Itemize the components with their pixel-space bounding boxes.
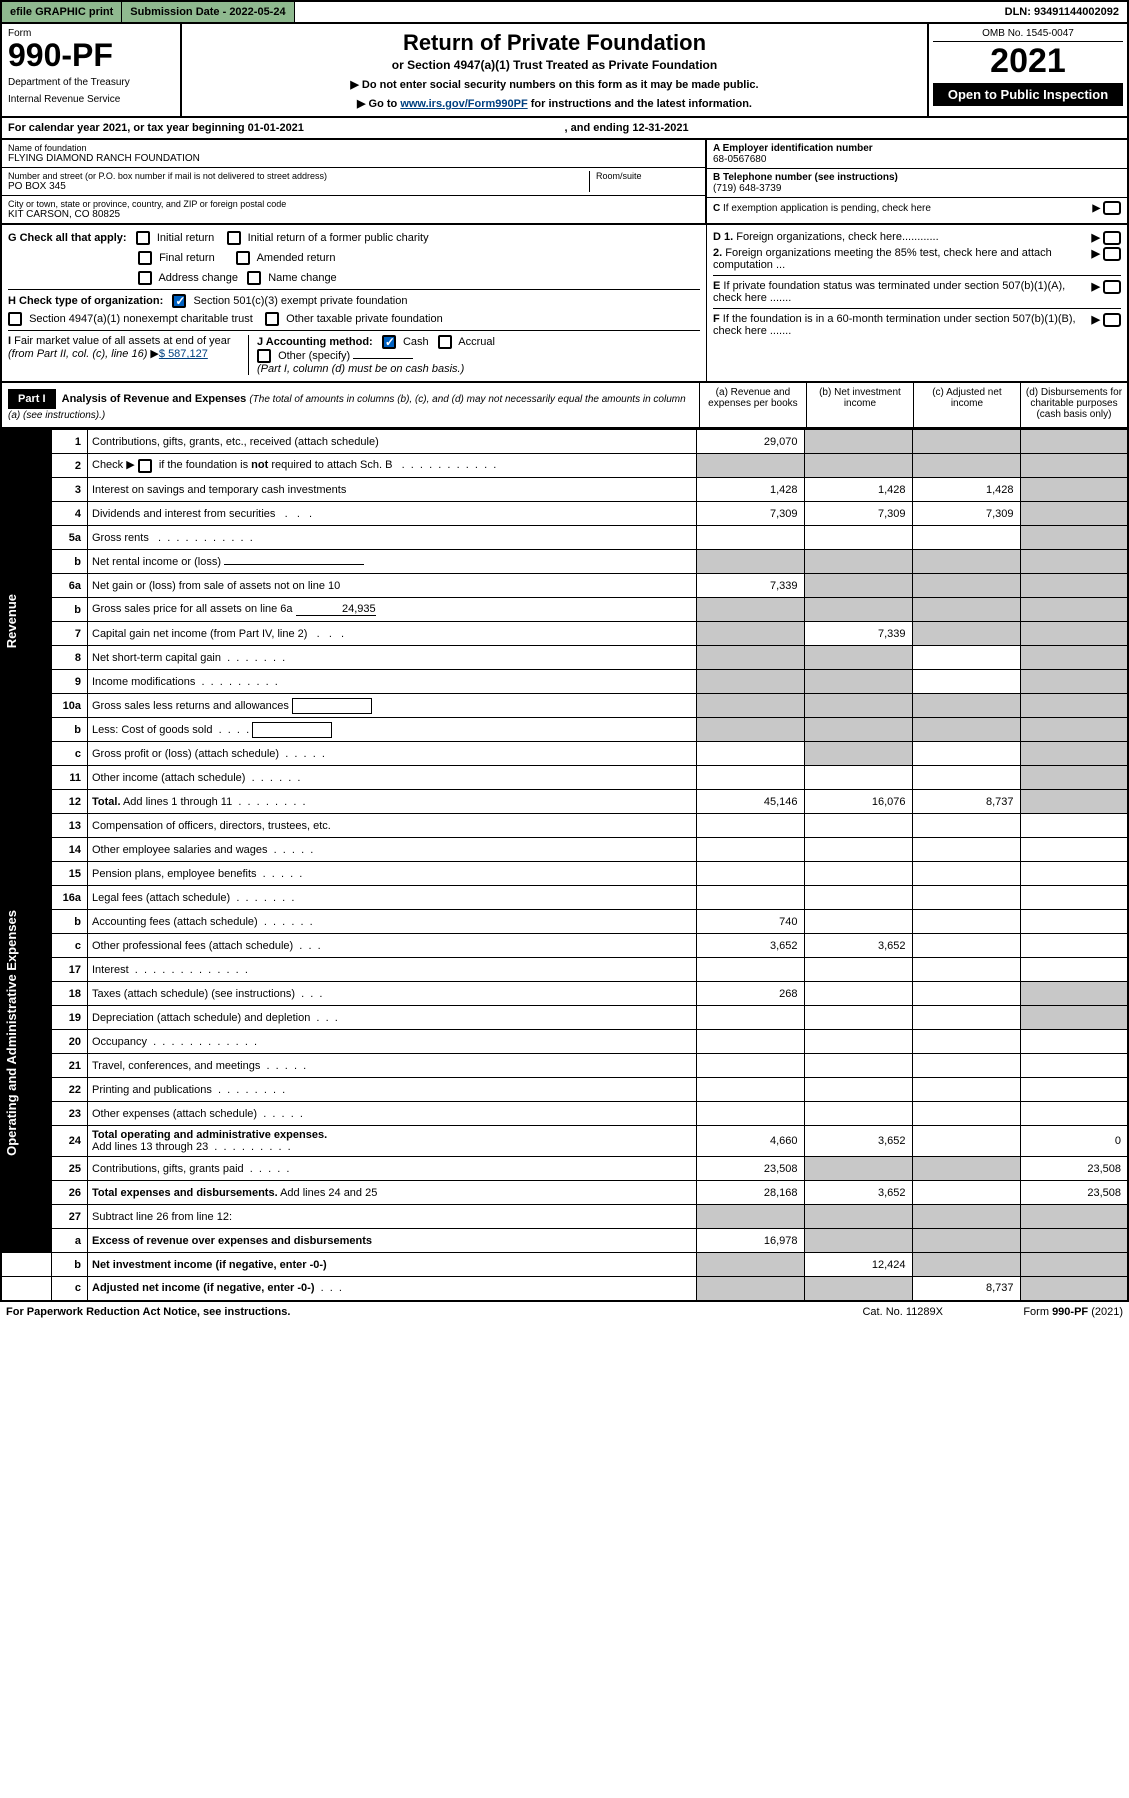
dept-treasury: Department of the Treasury — [8, 77, 174, 88]
cash-checkbox[interactable] — [382, 335, 396, 349]
schb-checkbox[interactable] — [138, 459, 152, 473]
phone-label: B Telephone number (see instructions) — [713, 172, 898, 183]
h-label: H Check type of organization: — [8, 295, 163, 307]
4947-checkbox[interactable] — [8, 312, 22, 326]
revenue-section-label: Revenue — [2, 590, 21, 652]
part1-col-d-note: (Part I, column (d) must be on cash basi… — [257, 363, 464, 375]
topbar: efile GRAPHIC print Submission Date - 20… — [0, 0, 1129, 24]
revenue-expense-table: Revenue 1Contributions, gifts, grants, e… — [0, 429, 1129, 1302]
paperwork-notice: For Paperwork Reduction Act Notice, see … — [6, 1306, 862, 1318]
addr-label: Number and street (or P.O. box number if… — [8, 171, 589, 181]
col-c-header: (c) Adjusted net income — [913, 383, 1020, 427]
g-label: G Check all that apply: — [8, 232, 127, 244]
form-number: 990-PF — [8, 39, 174, 71]
foundation-name: FLYING DIAMOND RANCH FOUNDATION — [8, 153, 699, 164]
name-change-checkbox[interactable] — [247, 271, 261, 285]
city-label: City or town, state or province, country… — [8, 199, 699, 209]
other-taxable-checkbox[interactable] — [265, 312, 279, 326]
form-header: Form 990-PF Department of the Treasury I… — [0, 24, 1129, 118]
col-d-header: (d) Disbursements for charitable purpose… — [1020, 383, 1127, 427]
501c3-checkbox[interactable] — [172, 294, 186, 308]
ein-label: A Employer identification number — [713, 143, 873, 154]
room-label: Room/suite — [596, 171, 699, 181]
expenses-section-label: Operating and Administrative Expenses — [2, 906, 21, 1160]
part1-header: Part I Analysis of Revenue and Expenses … — [0, 383, 1129, 429]
open-to-public: Open to Public Inspection — [933, 83, 1123, 106]
ein-value: 68-0567680 — [713, 154, 766, 165]
c-exemption-label: C If exemption application is pending, c… — [713, 203, 1093, 214]
entity-info: Name of foundation FLYING DIAMOND RANCH … — [0, 140, 1129, 225]
dln-label: DLN: 93491144002092 — [997, 2, 1127, 22]
check-options: G Check all that apply: Initial return I… — [0, 225, 1129, 383]
part1-badge: Part I — [8, 389, 56, 409]
form-ref: Form 990-PF (2021) — [943, 1306, 1123, 1318]
submission-date: Submission Date - 2022-05-24 — [122, 2, 294, 22]
initial-former-checkbox[interactable] — [227, 231, 241, 245]
irs-link[interactable]: www.irs.gov/Form990PF — [400, 98, 527, 110]
address: PO BOX 345 — [8, 181, 589, 192]
omb-number: OMB No. 1545-0047 — [933, 28, 1123, 42]
col-b-header: (b) Net investment income — [806, 383, 913, 427]
accrual-checkbox[interactable] — [438, 335, 452, 349]
phone-value: (719) 648-3739 — [713, 183, 781, 194]
d2-checkbox[interactable] — [1103, 247, 1121, 261]
tax-year: 2021 — [933, 42, 1123, 81]
fmv-value[interactable]: $ 587,127 — [159, 348, 208, 360]
efile-print-button[interactable]: efile GRAPHIC print — [2, 2, 122, 22]
amended-return-checkbox[interactable] — [236, 251, 250, 265]
ssn-note: ▶ Do not enter social security numbers o… — [188, 78, 921, 91]
goto-note: ▶ Go to www.irs.gov/Form990PF for instru… — [188, 97, 921, 110]
irs-label: Internal Revenue Service — [8, 94, 174, 105]
city-state-zip: KIT CARSON, CO 80825 — [8, 209, 699, 220]
col-a-header: (a) Revenue and expenses per books — [699, 383, 806, 427]
form-subtitle: or Section 4947(a)(1) Trust Treated as P… — [188, 58, 921, 72]
c-checkbox[interactable] — [1103, 201, 1121, 215]
address-change-checkbox[interactable] — [138, 271, 152, 285]
name-label: Name of foundation — [8, 143, 699, 153]
final-return-checkbox[interactable] — [138, 251, 152, 265]
calendar-year-row: For calendar year 2021, or tax year begi… — [0, 118, 1129, 140]
d1-checkbox[interactable] — [1103, 231, 1121, 245]
cat-no: Cat. No. 11289X — [862, 1306, 943, 1318]
other-method-checkbox[interactable] — [257, 349, 271, 363]
f-checkbox[interactable] — [1103, 313, 1121, 327]
initial-return-checkbox[interactable] — [136, 231, 150, 245]
page-footer: For Paperwork Reduction Act Notice, see … — [0, 1302, 1129, 1322]
form-title: Return of Private Foundation — [188, 30, 921, 56]
e-checkbox[interactable] — [1103, 280, 1121, 294]
